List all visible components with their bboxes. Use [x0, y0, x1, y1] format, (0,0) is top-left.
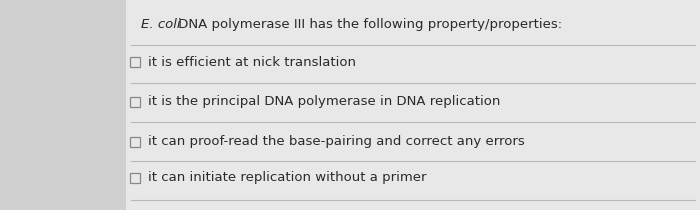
Text: E. coli: E. coli [141, 18, 181, 31]
Text: it can proof-read the base-pairing and correct any errors: it can proof-read the base-pairing and c… [148, 135, 525, 148]
Text: it is the principal DNA polymerase in DNA replication: it is the principal DNA polymerase in DN… [148, 96, 500, 109]
Bar [130, 57, 140, 67]
Text: DNA polymerase III has the following property/properties:: DNA polymerase III has the following pro… [174, 18, 562, 31]
Bar [130, 173, 140, 183]
Bar [130, 97, 140, 107]
Bar [126, 0, 700, 210]
Bar [130, 137, 140, 147]
Text: it is efficient at nick translation: it is efficient at nick translation [148, 55, 356, 68]
Text: it can initiate replication without a primer: it can initiate replication without a pr… [148, 172, 426, 185]
